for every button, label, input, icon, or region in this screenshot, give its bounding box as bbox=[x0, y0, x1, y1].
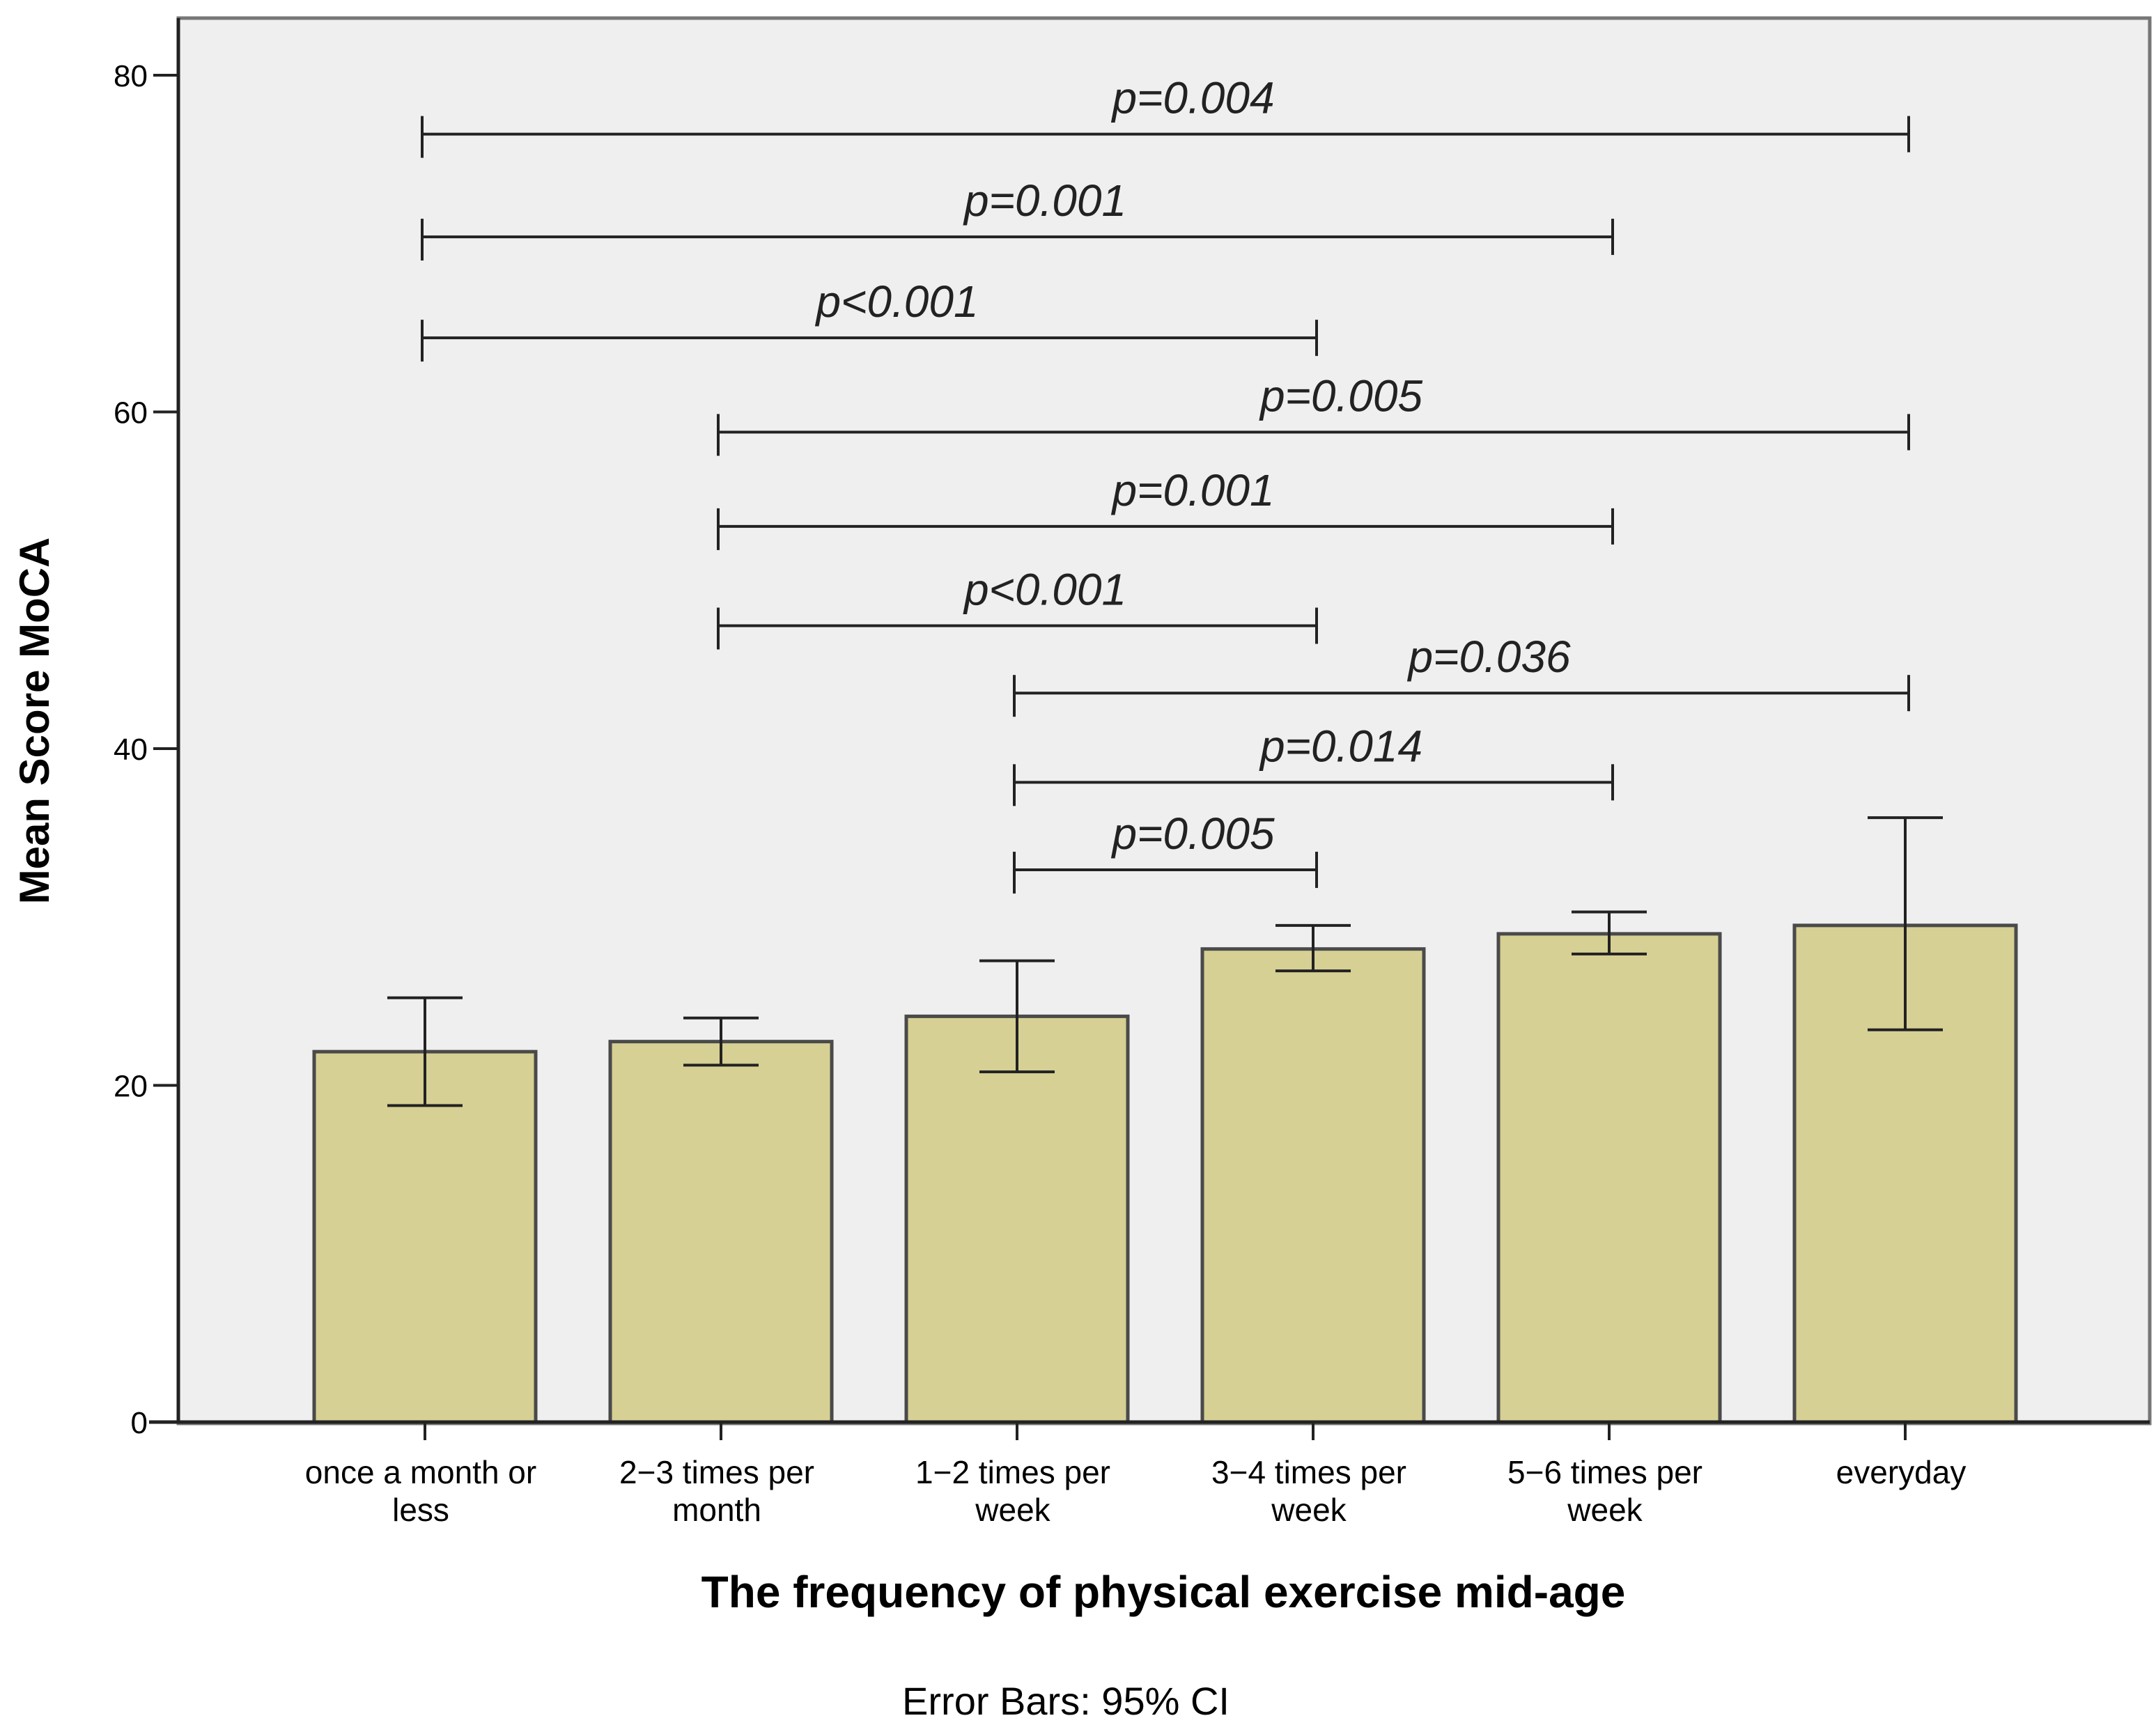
y-tick-label: 40 bbox=[114, 733, 148, 767]
error-bars-footnote: Error Bars: 95% CI bbox=[902, 1679, 1230, 1723]
y-tick-label: 60 bbox=[114, 396, 148, 430]
comparison-p-value: p=0.014 bbox=[1259, 721, 1422, 771]
comparison-p-value: p=0.005 bbox=[1259, 371, 1423, 421]
comparison-p-value: p=0.004 bbox=[1110, 73, 1274, 123]
bar bbox=[904, 1014, 1130, 1424]
bar bbox=[1200, 947, 1426, 1424]
axes-layer: 0 20 40 60 80 once a month or less 2−3 times pe… bbox=[114, 18, 2150, 1528]
error-bars-layer bbox=[387, 816, 1943, 1107]
x-tick-label: 5−6 times per week bbox=[1507, 1454, 1703, 1528]
x-axis-label: The frequency of physical exercise mid-a… bbox=[701, 1567, 1626, 1617]
comparison-p-value: p<0.001 bbox=[963, 565, 1126, 615]
comparison-p-value: p=0.001 bbox=[1110, 465, 1274, 515]
x-tick-label: everyday bbox=[1836, 1454, 1967, 1490]
x-tick-label: 3−4 times per week bbox=[1211, 1454, 1406, 1528]
x-tick-label: once a month or less bbox=[305, 1454, 536, 1528]
comparison-brackets-layer: p=0.004 p=0.001 p<0.001 p=0.005 p=0.001 p<0.0… bbox=[421, 73, 1910, 894]
bar bbox=[312, 1049, 538, 1424]
comparison-p-value: p=0.001 bbox=[963, 175, 1126, 226]
comparison-p-value: p<0.001 bbox=[814, 276, 978, 327]
x-tick-label: 2−3 times per month bbox=[619, 1454, 814, 1528]
bar bbox=[608, 1040, 834, 1424]
comparison-p-value: p=0.036 bbox=[1406, 632, 1571, 682]
y-axis-label: Mean Score MoCA bbox=[11, 538, 58, 905]
comparison-p-value: p=0.005 bbox=[1110, 809, 1275, 859]
bars-layer bbox=[312, 923, 2018, 1424]
y-tick-label: 80 bbox=[114, 59, 148, 93]
y-tick-label: 0 bbox=[131, 1406, 148, 1440]
bar bbox=[1496, 932, 1722, 1424]
x-tick-label: 1−2 times per week bbox=[915, 1454, 1110, 1528]
y-tick-label: 20 bbox=[114, 1070, 148, 1104]
